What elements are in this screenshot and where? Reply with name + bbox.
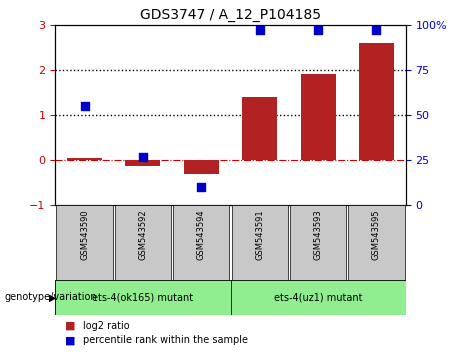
Text: ets-4(ok165) mutant: ets-4(ok165) mutant <box>92 292 194 302</box>
Text: GSM543593: GSM543593 <box>313 209 323 260</box>
Text: ■: ■ <box>65 321 75 331</box>
Point <box>373 27 380 33</box>
Point <box>314 27 322 33</box>
Text: genotype/variation: genotype/variation <box>5 292 97 302</box>
Point <box>81 103 88 109</box>
Text: GSM543590: GSM543590 <box>80 209 89 260</box>
Bar <box>349 205 404 280</box>
Bar <box>232 205 288 280</box>
Text: ■: ■ <box>65 335 75 345</box>
Bar <box>125 160 160 166</box>
Bar <box>290 205 346 280</box>
Bar <box>55 280 230 315</box>
Text: ▶: ▶ <box>49 292 57 302</box>
Text: percentile rank within the sample: percentile rank within the sample <box>83 335 248 345</box>
Bar <box>115 205 171 280</box>
Bar <box>67 158 102 160</box>
Text: GSM543592: GSM543592 <box>138 209 148 260</box>
Text: GSM543595: GSM543595 <box>372 209 381 260</box>
Text: GSM543591: GSM543591 <box>255 209 264 260</box>
Text: log2 ratio: log2 ratio <box>83 321 130 331</box>
Bar <box>301 74 336 160</box>
Point <box>256 27 263 33</box>
Bar <box>184 160 219 174</box>
Text: ets-4(uz1) mutant: ets-4(uz1) mutant <box>274 292 362 302</box>
Bar <box>242 97 277 160</box>
Point <box>198 184 205 190</box>
Bar <box>230 280 406 315</box>
Title: GDS3747 / A_12_P104185: GDS3747 / A_12_P104185 <box>140 8 321 22</box>
Bar <box>57 205 112 280</box>
Point <box>139 154 147 159</box>
Bar <box>173 205 229 280</box>
Text: GSM543594: GSM543594 <box>197 209 206 260</box>
Bar <box>359 43 394 160</box>
